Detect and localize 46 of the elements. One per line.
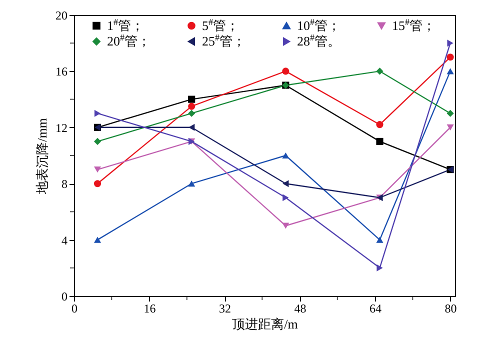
point	[94, 166, 102, 173]
point	[282, 194, 289, 202]
point	[446, 54, 454, 61]
point	[376, 138, 384, 145]
point	[94, 180, 102, 188]
x-axis-title: 顶进距离/m	[232, 316, 298, 332]
y-tick-label: 16	[56, 64, 68, 79]
x-tick-label: 0	[72, 302, 78, 316]
point	[188, 102, 196, 110]
point	[94, 138, 102, 145]
point	[447, 40, 454, 47]
legend-label: 15$^{#}$管；	[392, 16, 436, 33]
point	[446, 110, 454, 117]
y-tick-label: 4	[62, 233, 68, 248]
y-tick-label: 12	[56, 120, 68, 135]
x-tick-label: 16	[144, 302, 156, 316]
y-tick-label: 20	[56, 8, 68, 22]
point	[282, 180, 289, 188]
legend-label: 25$^{#}$管；	[202, 32, 246, 48]
x-tick-label: 64	[370, 302, 382, 316]
y-tick-label: 8	[62, 177, 68, 192]
legend-label: 10$^{#}$管；	[297, 16, 341, 33]
y-axis-title: 地表沉降/mm	[34, 118, 50, 195]
point	[446, 68, 454, 74]
point	[188, 110, 196, 117]
x-tick-label: 32	[219, 302, 232, 316]
legend-label: 28$^{#}$管。	[297, 32, 341, 48]
point	[282, 222, 290, 229]
point	[376, 236, 384, 243]
point	[282, 68, 290, 75]
legend-label: 20$^{#}$管；	[107, 32, 151, 48]
point	[94, 110, 101, 117]
x-tick-label: 48	[294, 302, 306, 316]
point	[282, 152, 290, 159]
point	[446, 124, 454, 130]
point	[188, 124, 195, 131]
legend-label: 5$^{#}$管；	[202, 16, 240, 33]
point	[188, 96, 196, 103]
point	[94, 236, 102, 243]
x-tick-label: 80	[444, 302, 457, 316]
point	[376, 68, 384, 75]
point	[376, 264, 383, 272]
point	[376, 121, 384, 128]
legend-label: 1$^{#}$管；	[107, 16, 144, 33]
y-tick-label: 0	[62, 290, 68, 304]
point	[188, 180, 196, 187]
